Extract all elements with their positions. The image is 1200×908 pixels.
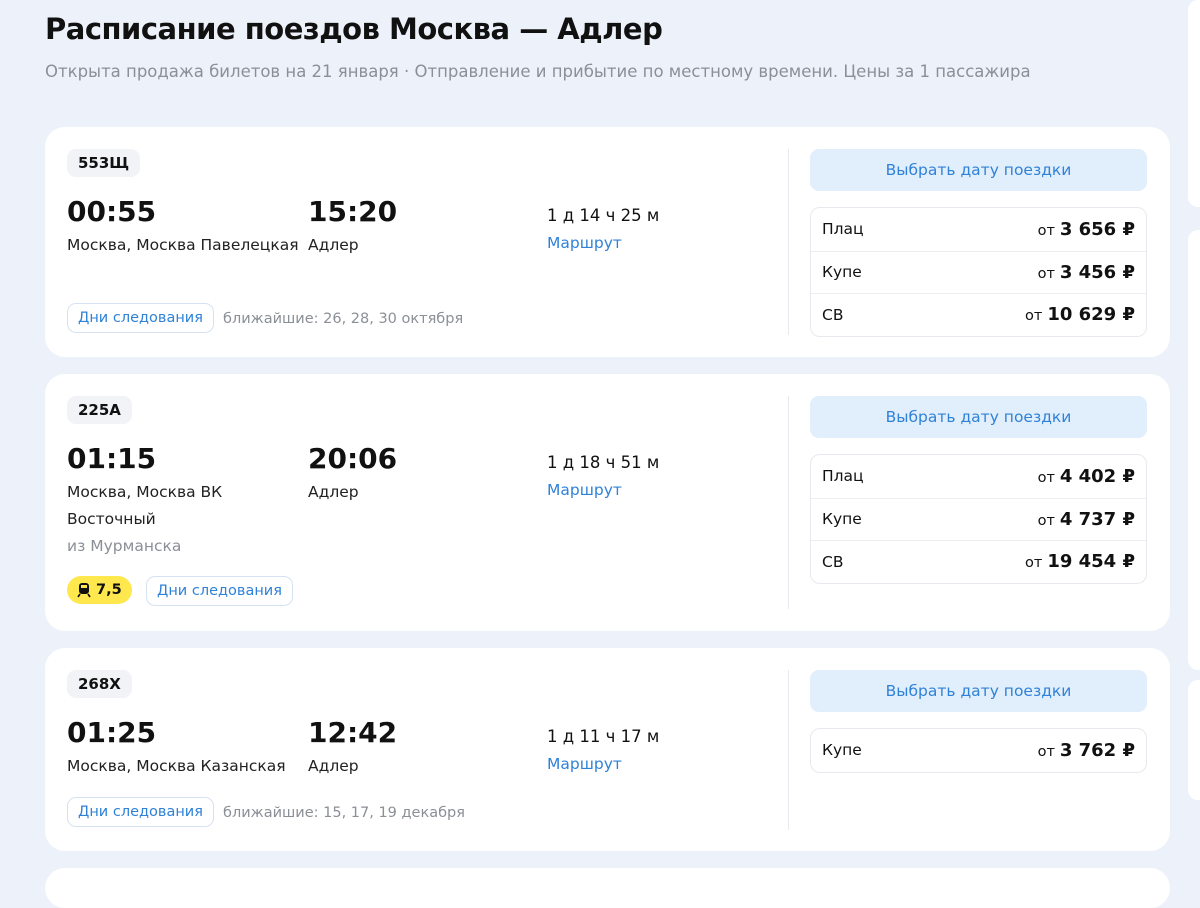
arrival-time: 12:42 [308,716,398,749]
rating-value: 7,5 [96,582,122,598]
price-prefix: от [1037,222,1055,239]
route-link[interactable]: Маршрут [547,481,622,499]
side-panel [1188,230,1200,670]
train-number: 225А [67,396,132,424]
duration: 1 д 11 ч 17 м [547,727,660,746]
price: 19 454 ₽ [1047,551,1135,573]
page-subtitle: Открыта продажа билетов на 21 января · О… [45,62,1031,81]
departure-station: Москва, Москва Павелецкая [67,236,299,254]
price-list: Купе от 3 762 ₽ [810,728,1147,773]
price-list: Плац от 4 402 ₽ Купе от 4 737 ₽ СВ от 19 45… [810,454,1147,584]
days-button[interactable]: Дни следования [67,303,214,333]
divider [788,396,789,609]
departure-station: Москва, Москва ВК Восточный из Мурманска [67,479,237,560]
price-row[interactable]: Плац от 4 402 ₽ [811,455,1146,498]
duration: 1 д 14 ч 25 м [547,206,660,225]
train-card: 225А 01:15 20:06 Москва, Москва ВК Восто… [45,374,1170,631]
price-prefix: от [1037,265,1055,282]
arrival-time: 15:20 [308,195,398,228]
pick-date-button[interactable]: Выбрать дату поездки [810,670,1147,712]
arrival-station: Адлер [308,236,359,254]
car-class: Плац [822,467,864,486]
price: 3 656 ₽ [1059,218,1135,240]
departure-station: Москва, Москва Казанская [67,757,286,775]
train-card [45,868,1170,908]
car-class: Плац [822,220,864,239]
train-card: 268Х 01:25 12:42 Москва, Москва Казанска… [45,648,1170,851]
price-row[interactable]: СВ от 19 454 ₽ [811,540,1146,583]
price-prefix: от [1025,555,1043,572]
arrival-time: 20:06 [308,442,398,475]
page-title: Расписание поездов Москва — Адлер [45,12,663,46]
price-row[interactable]: Купе от 3 762 ₽ [811,729,1146,772]
price-row[interactable]: СВ от 10 629 ₽ [811,293,1146,336]
departure-time: 01:15 [67,442,157,475]
route-link[interactable]: Маршрут [547,755,622,773]
price-list: Плац от 3 656 ₽ Купе от 3 456 ₽ СВ от 10 62… [810,207,1147,337]
price: 3 456 ₽ [1059,261,1135,283]
price: 4 402 ₽ [1059,465,1135,487]
origin-note: из Мурманска [67,537,182,555]
price-prefix: от [1037,743,1055,760]
pick-date-button[interactable]: Выбрать дату поездки [810,396,1147,438]
departure-time: 00:55 [67,195,157,228]
divider [788,149,789,335]
car-class: Купе [822,510,862,529]
car-class: Купе [822,741,862,760]
price-row[interactable]: Плац от 3 656 ₽ [811,208,1146,251]
rating-badge[interactable]: 7,5 [67,576,132,604]
arrival-station: Адлер [308,757,359,775]
departure-time: 01:25 [67,716,157,749]
nearest-dates: ближайшие: 26, 28, 30 октября [223,311,464,327]
side-panel [1188,680,1200,800]
train-number: 553Щ [67,149,141,177]
route-link[interactable]: Маршрут [547,234,622,252]
price-prefix: от [1037,512,1055,529]
side-panel [1188,0,1200,207]
days-button[interactable]: Дни следования [67,797,214,827]
arrival-station: Адлер [308,483,359,501]
price: 10 629 ₽ [1047,304,1135,326]
price-prefix: от [1037,469,1055,486]
car-class: СВ [822,305,844,324]
price-prefix: от [1025,308,1043,325]
price-row[interactable]: Купе от 3 456 ₽ [811,250,1146,294]
train-number: 268Х [67,670,132,698]
price: 3 762 ₽ [1059,739,1135,761]
duration: 1 д 18 ч 51 м [547,453,660,472]
train-icon [77,583,91,598]
price: 4 737 ₽ [1059,508,1135,530]
divider [788,670,789,830]
train-card: 553Щ 00:55 15:20 Москва, Москва Павелецк… [45,127,1170,357]
station-name: Москва, Москва ВК Восточный [67,483,223,528]
car-class: Купе [822,263,862,282]
nearest-dates: ближайшие: 15, 17, 19 декабря [223,805,465,821]
price-row[interactable]: Купе от 4 737 ₽ [811,497,1146,541]
days-button[interactable]: Дни следования [146,576,293,606]
pick-date-button[interactable]: Выбрать дату поездки [810,149,1147,191]
car-class: СВ [822,552,844,571]
